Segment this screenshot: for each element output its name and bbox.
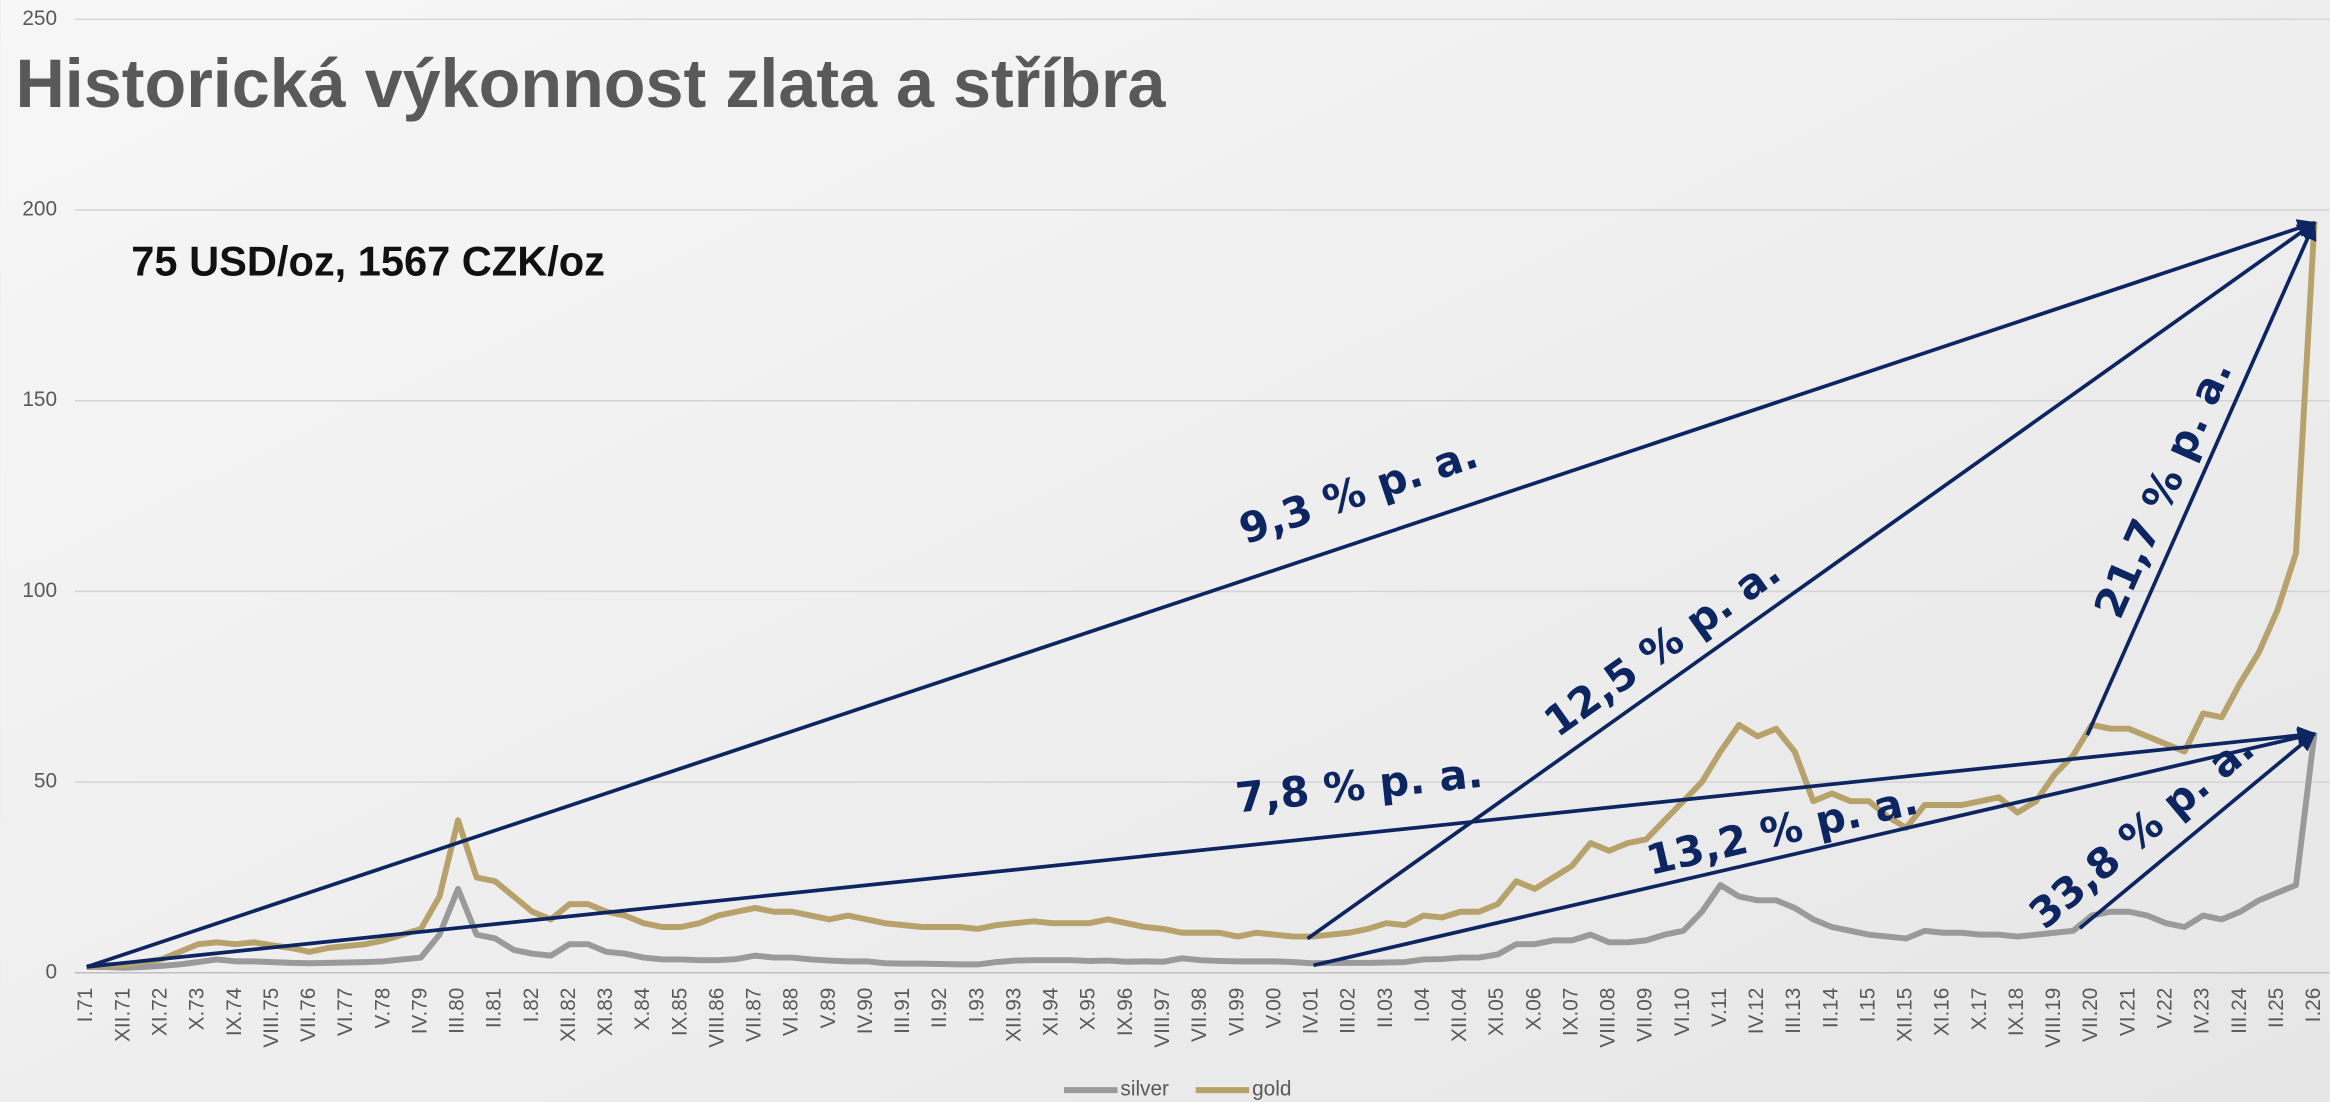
x-tick-label: VI.21 bbox=[2116, 988, 2139, 1037]
x-tick-label: V.00 bbox=[1262, 988, 1285, 1029]
x-tick-label: V.22 bbox=[2153, 988, 2176, 1029]
x-tick-label: VII.87 bbox=[743, 988, 766, 1042]
x-tick-label: I.82 bbox=[520, 988, 543, 1023]
legend-label: silver bbox=[1120, 1078, 1169, 1101]
x-tick-label: XI.72 bbox=[149, 988, 172, 1037]
x-tick-label: IX.18 bbox=[2005, 988, 2028, 1037]
x-tick-label: IV.90 bbox=[854, 988, 877, 1035]
y-tick-label: 200 bbox=[22, 197, 57, 220]
x-tick-label: XI.16 bbox=[1931, 988, 1954, 1037]
y-tick-label: 50 bbox=[34, 770, 57, 793]
x-tick-label: IV.01 bbox=[1300, 988, 1323, 1035]
page: {"chart_data": { "type": "line", "title"… bbox=[0, 0, 2330, 1102]
x-tick-label: IX.74 bbox=[223, 988, 246, 1037]
x-tick-label: VI.99 bbox=[1225, 988, 1248, 1037]
chart: Historická výkonnost zlata a stříbra 75 … bbox=[0, 0, 2330, 1102]
x-tick-label: I.26 bbox=[2302, 988, 2325, 1023]
x-tick-label: II.25 bbox=[2265, 988, 2288, 1028]
x-tick-label: II.03 bbox=[1374, 988, 1397, 1028]
x-tick-label: X.06 bbox=[1522, 988, 1545, 1031]
x-tick-label: VIII.08 bbox=[1597, 988, 1620, 1048]
x-tick-label: XII.93 bbox=[1002, 988, 1025, 1042]
x-tick-label: VIII.75 bbox=[260, 988, 283, 1048]
x-tick-label: I.93 bbox=[965, 988, 988, 1023]
x-tick-label: VI.88 bbox=[780, 988, 803, 1037]
chart-subtitle: 75 USD/oz, 1567 CZK/oz bbox=[131, 237, 605, 284]
x-tick-label: III.80 bbox=[446, 988, 469, 1034]
x-tick-label: XII.82 bbox=[557, 988, 580, 1042]
x-tick-label: X.84 bbox=[631, 988, 654, 1031]
x-tick-label: XI.94 bbox=[1040, 988, 1063, 1037]
x-tick-label: VII.76 bbox=[297, 988, 320, 1042]
x-tick-label: V.11 bbox=[1708, 988, 1731, 1027]
x-tick-label: III.02 bbox=[1337, 988, 1360, 1034]
x-tick-label: VI.77 bbox=[334, 988, 357, 1037]
x-tick-label: II.92 bbox=[928, 988, 951, 1028]
y-tick-label: 150 bbox=[22, 388, 57, 411]
y-tick-label: 100 bbox=[22, 579, 57, 602]
x-tick-label: II.14 bbox=[1819, 988, 1842, 1028]
x-tick-label: VII.98 bbox=[1188, 988, 1211, 1042]
x-tick-label: I.15 bbox=[1856, 988, 1879, 1023]
x-tick-label: IX.07 bbox=[1559, 988, 1582, 1037]
x-tick-label: III.91 bbox=[891, 988, 914, 1034]
legend-label: gold bbox=[1252, 1078, 1291, 1101]
x-tick-label: I.71 bbox=[74, 988, 97, 1023]
x-tick-label: VIII.19 bbox=[2042, 988, 2065, 1048]
x-tick-label: VI.10 bbox=[1671, 988, 1694, 1037]
x-tick-label: VIII.97 bbox=[1151, 988, 1174, 1048]
x-tick-label: X.73 bbox=[186, 988, 209, 1031]
x-tick-label: IX.96 bbox=[1114, 988, 1137, 1037]
x-tick-label: IV.23 bbox=[2191, 988, 2214, 1035]
x-tick-label: VII.09 bbox=[1634, 988, 1657, 1042]
x-tick-label: XII.15 bbox=[1894, 988, 1917, 1042]
x-tick-label: XI.05 bbox=[1485, 988, 1508, 1037]
x-tick-label: V.89 bbox=[817, 988, 840, 1029]
x-tick-label: X.17 bbox=[1968, 988, 1991, 1031]
x-tick-label: XII.04 bbox=[1448, 988, 1471, 1042]
x-tick-label: XI.83 bbox=[594, 988, 617, 1037]
x-tick-label: IV.12 bbox=[1745, 988, 1768, 1035]
chart-title: Historická výkonnost zlata a stříbra bbox=[15, 46, 1166, 122]
x-tick-label: VIII.86 bbox=[705, 988, 728, 1048]
x-tick-label: XII.71 bbox=[111, 988, 134, 1042]
x-tick-label: X.95 bbox=[1077, 988, 1100, 1031]
x-tick-label: VII.20 bbox=[2079, 988, 2102, 1042]
y-tick-label: 0 bbox=[45, 960, 57, 983]
x-tick-label: II.81 bbox=[483, 988, 506, 1028]
x-tick-label: IV.79 bbox=[408, 988, 431, 1035]
x-tick-label: III.24 bbox=[2228, 988, 2251, 1034]
x-tick-label: IX.85 bbox=[668, 988, 691, 1037]
y-tick-label: 250 bbox=[22, 7, 57, 30]
x-tick-label: I.04 bbox=[1411, 988, 1434, 1023]
x-tick-label: III.13 bbox=[1782, 988, 1805, 1034]
x-tick-label: V.78 bbox=[371, 988, 394, 1029]
